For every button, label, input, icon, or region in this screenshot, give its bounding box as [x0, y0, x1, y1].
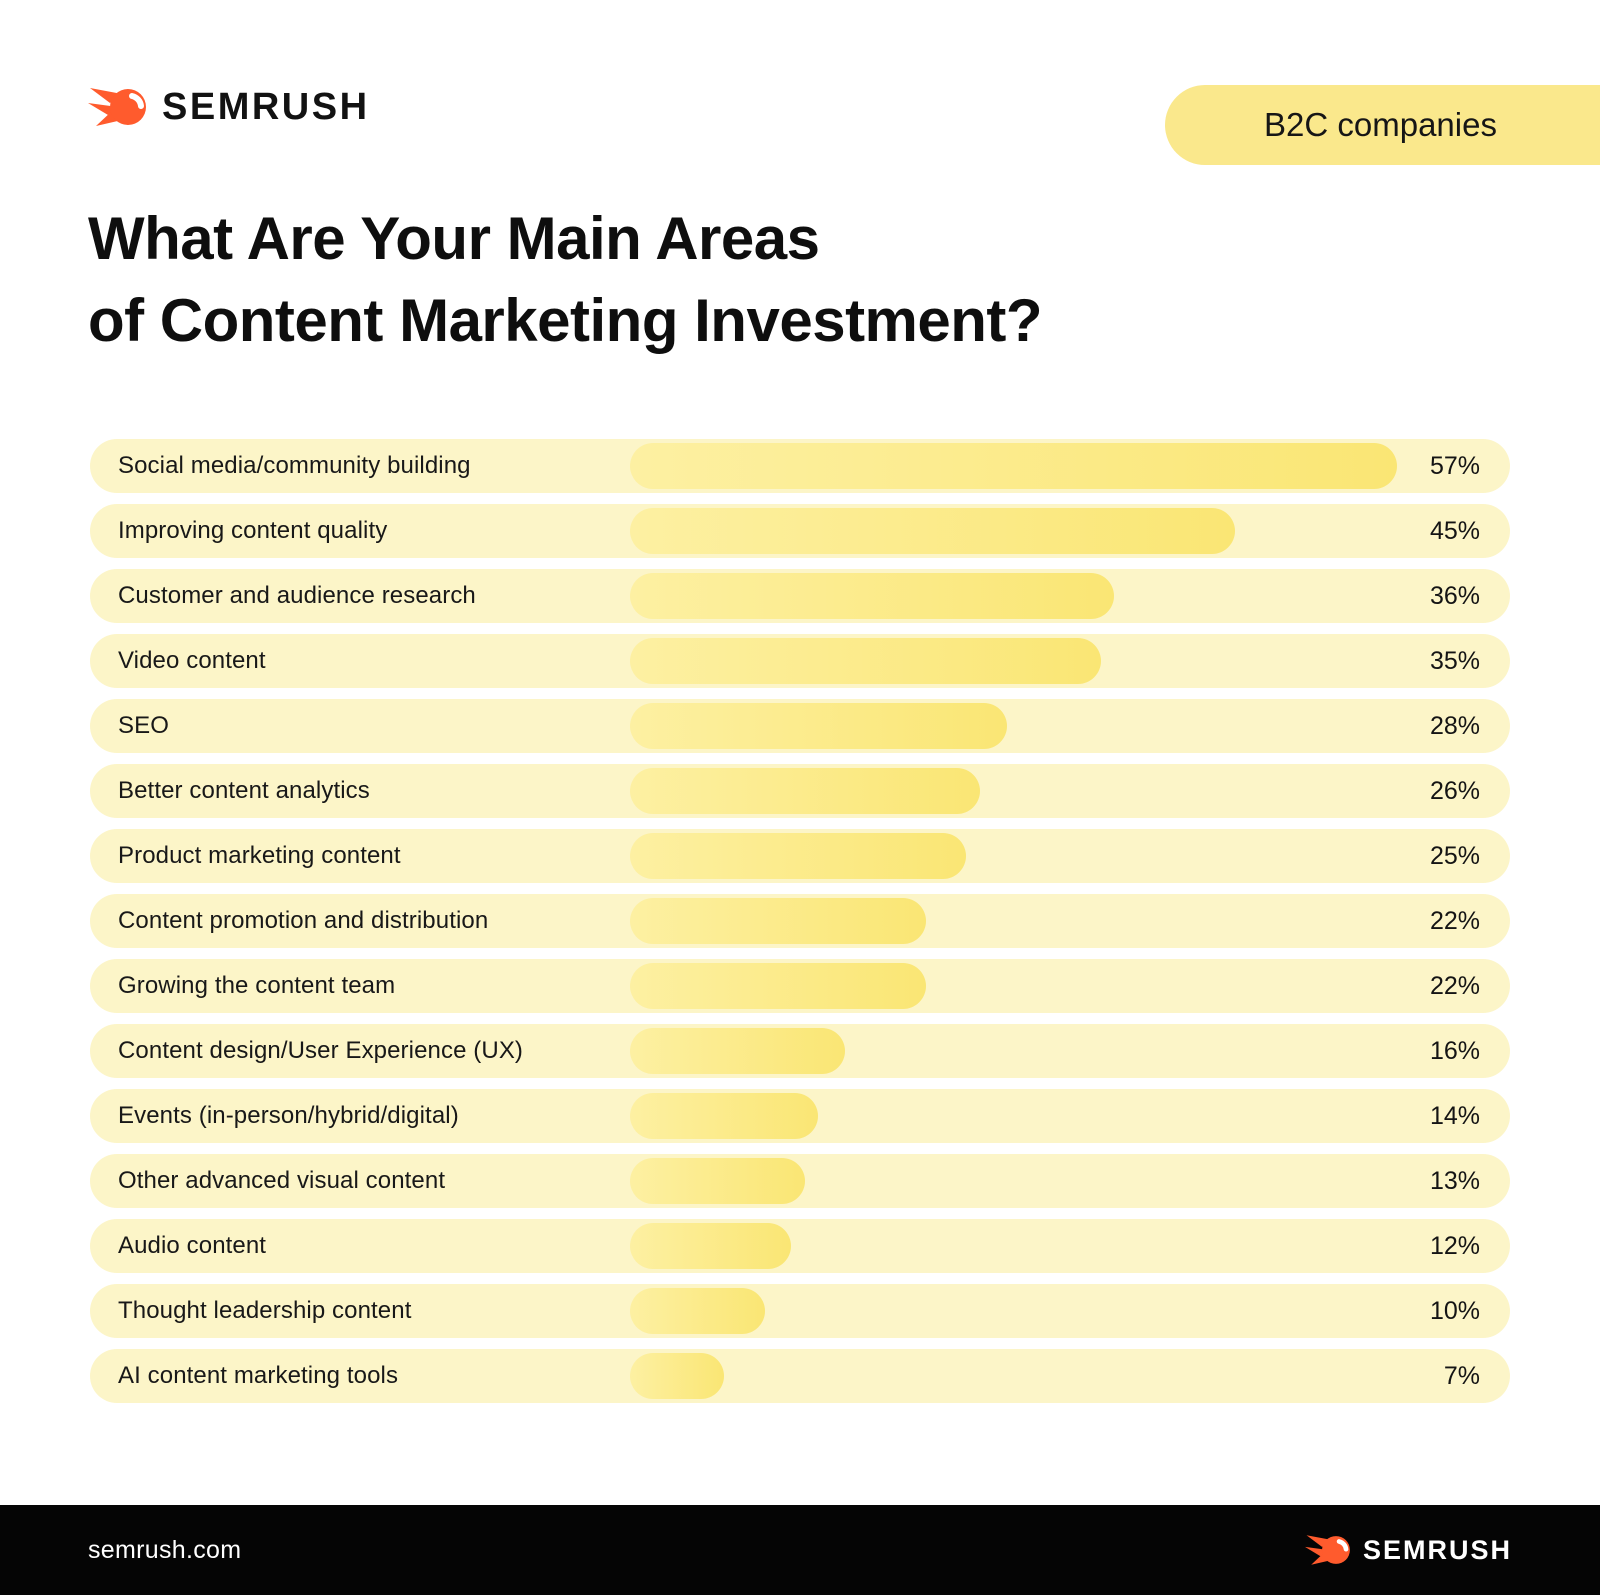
- chart-row: Events (in-person/hybrid/digital) 14%: [90, 1089, 1510, 1143]
- row-value: 13%: [1429, 1166, 1480, 1195]
- row-label: Events (in-person/hybrid/digital): [118, 1102, 459, 1129]
- bar-chart: Social media/community building 57% Improv…: [90, 439, 1510, 1414]
- footer-site-url: semrush.com: [88, 1535, 242, 1564]
- row-bar: [630, 1288, 765, 1334]
- chart-row: Video content 35%: [90, 634, 1510, 688]
- row-bar: [630, 1093, 818, 1139]
- row-value: 12%: [1429, 1231, 1480, 1260]
- row-value: 26%: [1429, 776, 1480, 805]
- row-label: Other advanced visual content: [118, 1167, 446, 1194]
- row-bar: [630, 963, 926, 1009]
- row-label: Improving content quality: [118, 517, 388, 544]
- chart-row: Improving content quality 45%: [90, 504, 1510, 558]
- row-value: 35%: [1429, 646, 1480, 675]
- chart-row: Customer and audience research 36%: [90, 569, 1510, 623]
- row-bar: [630, 768, 980, 814]
- row-value: 45%: [1429, 516, 1480, 545]
- row-bar: [630, 638, 1101, 684]
- row-label: Growing the content team: [118, 972, 396, 999]
- row-bar: [630, 1028, 845, 1074]
- row-label: Thought leadership content: [118, 1297, 412, 1324]
- semrush-logo-text: SEMRUSH: [162, 85, 370, 128]
- chart-row: Audio content 12%: [90, 1219, 1510, 1273]
- row-bar: [630, 1158, 805, 1204]
- chart-row: Thought leadership content 10%: [90, 1284, 1510, 1338]
- chart-row: Other advanced visual content 13%: [90, 1154, 1510, 1208]
- row-label: Better content analytics: [118, 777, 370, 804]
- row-bar: [630, 1223, 791, 1269]
- row-label: Customer and audience research: [118, 582, 476, 609]
- row-value: 7%: [1443, 1361, 1480, 1390]
- semrush-logo: SEMRUSH: [88, 84, 370, 130]
- header: SEMRUSH B2C companies: [0, 0, 1600, 180]
- row-bar: [630, 833, 966, 879]
- footer-semrush-comet-icon: [1304, 1535, 1350, 1565]
- row-label: Content promotion and distribution: [118, 907, 489, 934]
- row-value: 14%: [1429, 1101, 1480, 1130]
- chart-row: Content design/User Experience (UX) 16%: [90, 1024, 1510, 1078]
- chart-row: Better content analytics 26%: [90, 764, 1510, 818]
- row-value: 25%: [1429, 841, 1480, 870]
- chart-row: Growing the content team 22%: [90, 959, 1510, 1013]
- footer: semrush.com SEMRUSH: [0, 1505, 1600, 1595]
- row-value: 36%: [1429, 581, 1480, 610]
- page-title: What Are Your Main Areas of Content Mark…: [88, 198, 1043, 362]
- chart-row: AI content marketing tools 7%: [90, 1349, 1510, 1403]
- footer-semrush-logo: SEMRUSH: [1304, 1532, 1512, 1568]
- row-bar: [630, 573, 1114, 619]
- audience-badge-label: B2C companies: [1264, 106, 1497, 143]
- row-bar: [630, 1353, 724, 1399]
- row-bar: [630, 508, 1235, 554]
- row-label: Social media/community building: [118, 452, 471, 479]
- row-label: SEO: [118, 712, 169, 739]
- row-label: Content design/User Experience (UX): [118, 1037, 524, 1064]
- row-label: AI content marketing tools: [118, 1362, 399, 1389]
- audience-badge: B2C companies: [1165, 85, 1600, 165]
- footer-semrush-logo-text: SEMRUSH: [1362, 1534, 1512, 1565]
- row-bar: [630, 898, 926, 944]
- chart-row: Product marketing content 25%: [90, 829, 1510, 883]
- row-value: 10%: [1429, 1296, 1480, 1325]
- row-value: 57%: [1429, 451, 1480, 480]
- row-value: 22%: [1429, 971, 1480, 1000]
- chart-row: Content promotion and distribution 22%: [90, 894, 1510, 948]
- row-value: 16%: [1429, 1036, 1480, 1065]
- row-label: Video content: [118, 647, 266, 674]
- chart-row: SEO 28%: [90, 699, 1510, 753]
- row-value: 22%: [1429, 906, 1480, 935]
- page-title-line2: of Content Marketing Investment?: [88, 287, 1043, 354]
- page-title-line1: What Are Your Main Areas: [88, 205, 820, 272]
- semrush-comet-icon: [88, 88, 146, 126]
- row-bar: [630, 443, 1397, 489]
- row-label: Audio content: [118, 1232, 267, 1259]
- row-label: Product marketing content: [118, 842, 401, 869]
- row-bar: [630, 703, 1007, 749]
- row-value: 28%: [1429, 711, 1480, 740]
- chart-row: Social media/community building 57%: [90, 439, 1510, 493]
